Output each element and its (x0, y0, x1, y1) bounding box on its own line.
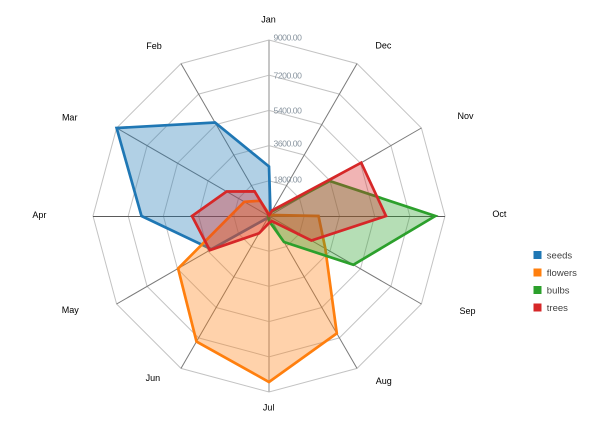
svg-text:Mar: Mar (62, 112, 78, 122)
svg-text:Jun: Jun (146, 373, 161, 383)
svg-text:Nov: Nov (457, 111, 474, 121)
svg-text:May: May (62, 305, 80, 315)
svg-text:1800.00: 1800.00 (274, 175, 303, 185)
svg-text:Oct: Oct (492, 209, 507, 219)
svg-text:3600.00: 3600.00 (274, 139, 303, 149)
svg-text:Jul: Jul (263, 403, 275, 413)
svg-text:trees: trees (547, 303, 568, 314)
svg-text:9000.00: 9000.00 (274, 33, 303, 43)
svg-text:Apr: Apr (32, 210, 46, 220)
svg-text:bulbs: bulbs (547, 286, 570, 297)
svg-text:seeds: seeds (547, 251, 573, 262)
svg-text:flowers: flowers (547, 268, 577, 279)
svg-text:Dec: Dec (375, 40, 392, 50)
svg-text:Sep: Sep (459, 306, 475, 316)
svg-text:Aug: Aug (376, 376, 392, 386)
svg-text:5400.00: 5400.00 (274, 106, 303, 116)
svg-text:Feb: Feb (146, 41, 162, 51)
svg-text:Jan: Jan (261, 15, 276, 25)
svg-text:7200.00: 7200.00 (274, 71, 303, 81)
